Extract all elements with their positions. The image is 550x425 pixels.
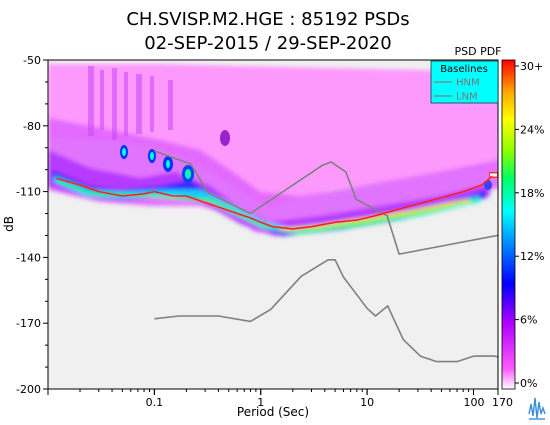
x-axis-label: Period (Sec): [237, 405, 309, 419]
legend-lnm-label: LNM: [456, 92, 478, 103]
density-upper-haze: [48, 64, 498, 208]
x-tick-label: 1: [257, 396, 264, 409]
logo-icon: [527, 393, 547, 421]
colorbar-tick-label: 30+: [520, 60, 543, 73]
chart-subtitle: 02-SEP-2015 / 29-SEP-2020: [144, 33, 391, 54]
colorbar-tick-label: 18%: [520, 187, 544, 200]
density-mid-band: [48, 118, 498, 234]
series-layer: [56, 150, 498, 363]
legend: Baselines HNM LNM: [430, 60, 499, 104]
colorbar-ticks: 30+ 24% 18% 12% 6% 0%: [515, 60, 544, 390]
legend-hnm-label: HNM: [456, 78, 480, 89]
y-tick-label: -80: [23, 120, 41, 133]
colorbar-tick-label: 6%: [520, 314, 537, 327]
plot-border: [47, 59, 499, 390]
colorbar-tick-label: 24%: [520, 123, 544, 136]
density-cyan: [54, 176, 480, 234]
x-tick-label: 100: [463, 396, 484, 409]
colorbar-tick-label: 12%: [520, 250, 544, 263]
y-axis-label: dB: [2, 216, 16, 232]
colorbar-title: PSD PDF: [454, 45, 501, 58]
colorbar-tick-label: 0%: [520, 377, 537, 390]
x-tick-label: 170: [492, 396, 513, 409]
x-tick-label: 0.1: [146, 396, 164, 409]
density-blobs: [120, 130, 498, 190]
chart-title: CH.SVISP.M2.HGE : 85192 PSDs: [126, 9, 409, 30]
colorbar: [501, 59, 516, 390]
y-tick-label: -50: [23, 54, 41, 67]
y-tick-label: -110: [16, 186, 41, 199]
density-streaks: [88, 66, 173, 140]
series-hnm-line: [154, 150, 498, 255]
legend-title: Baselines: [440, 64, 488, 75]
density-green: [56, 178, 478, 234]
series-lnm-line: [154, 258, 498, 363]
series-mode-line: [56, 175, 493, 230]
y-tick-label: -140: [16, 251, 41, 264]
y-tick-label: -170: [16, 317, 41, 330]
x-tick-label: 10: [360, 396, 374, 409]
y-tick-label: -200: [16, 383, 41, 396]
axis-layer: -50 -80 -110 -140 -170 -200 0.1 1 10 100 170: [16, 54, 513, 409]
